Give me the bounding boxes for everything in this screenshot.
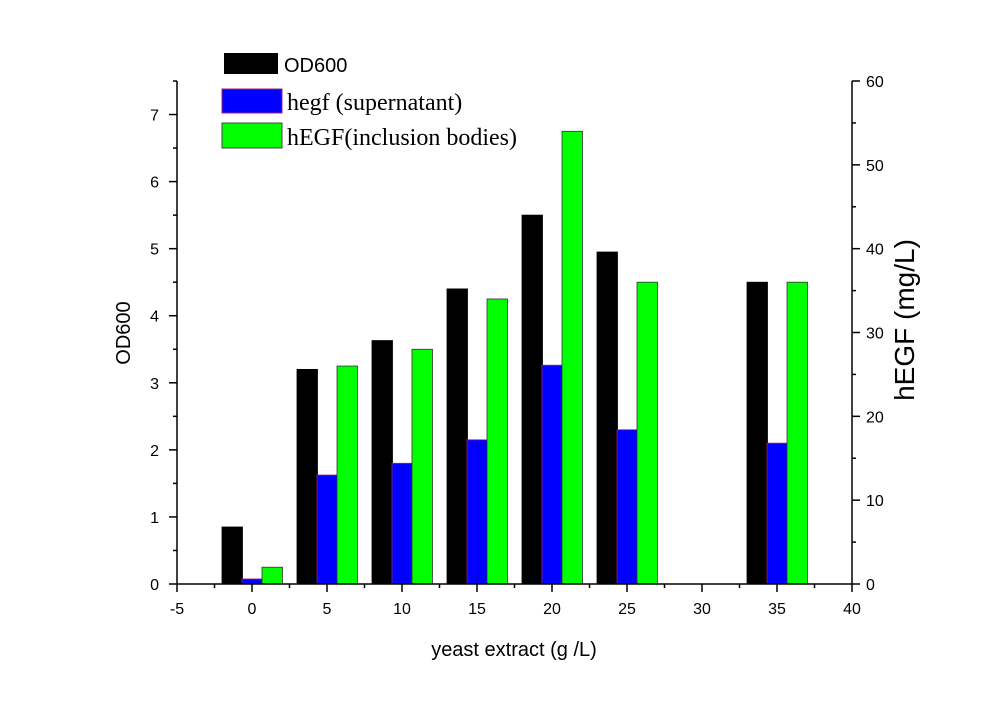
y-left-tick-label: 5 xyxy=(150,242,159,259)
x-tick-label: 35 xyxy=(768,601,786,618)
y-axis-right-label: hEGF (mg/L) xyxy=(889,239,920,401)
bars xyxy=(221,130,808,585)
y-right-tick-label: 0 xyxy=(866,577,875,594)
legend-swatch-od600 xyxy=(224,53,278,74)
bar-hegf-inclusion-bodies--0 xyxy=(261,566,283,585)
bar-hegf-inclusion-bodies--10 xyxy=(411,348,433,585)
y-left-tick-label: 7 xyxy=(150,108,159,125)
bar-od600-0 xyxy=(221,526,243,585)
y-left-tick-label: 6 xyxy=(150,175,159,192)
y-right-tick-label: 60 xyxy=(866,74,884,91)
axes: -5 0 5 10 15 20 25 30 35 40 0 1 2 3 4 5 6 7 0 10 20 30 40 50 60 xyxy=(150,74,884,618)
bar-od600-15 xyxy=(446,288,468,585)
y-right-tick-label: 40 xyxy=(866,242,884,259)
x-axis-label: yeast extract (g /L) xyxy=(431,639,597,661)
x-tick-label: 30 xyxy=(693,601,711,618)
bar-od600-20 xyxy=(521,214,543,585)
x-tick-label: 15 xyxy=(468,601,486,618)
y-left-tick-label: 2 xyxy=(150,443,159,460)
y-right-tick-label: 30 xyxy=(866,326,884,343)
legend: OD600 hegf (supernatant) hEGF(inclusion … xyxy=(221,53,517,151)
bar-hegf-inclusion-bodies--25 xyxy=(636,281,658,585)
x-tick-label: 40 xyxy=(843,601,861,618)
legend-label-od600: OD600 xyxy=(284,55,347,77)
bar-hegf-inclusion-bodies--35 xyxy=(786,281,808,585)
x-tick-label: 10 xyxy=(393,601,411,618)
bar-od600-10 xyxy=(371,340,393,585)
bar-hegf-supernatant--0 xyxy=(241,578,263,585)
bar-od600-35 xyxy=(746,281,768,585)
legend-swatch-inclusion-bodies xyxy=(221,122,283,149)
x-tick-label: 25 xyxy=(618,601,636,618)
y-left-tick-label: 1 xyxy=(150,510,159,527)
x-tick-label: 20 xyxy=(543,601,561,618)
legend-label-supernatant: hegf (supernatant) xyxy=(287,90,462,116)
legend-swatch-supernatant xyxy=(221,88,283,114)
bar-hegf-inclusion-bodies--20 xyxy=(561,130,583,585)
bar-od600-25 xyxy=(596,251,618,585)
bar-hegf-inclusion-bodies--5 xyxy=(336,365,358,585)
y-left-tick-label: 3 xyxy=(150,376,159,393)
x-tick-label: 5 xyxy=(323,601,332,618)
bar-hegf-supernatant--15 xyxy=(466,439,488,585)
x-tick-label: -5 xyxy=(170,601,184,618)
bar-hegf-supernatant--5 xyxy=(316,474,338,585)
y-right-tick-label: 20 xyxy=(866,409,884,426)
bar-hegf-inclusion-bodies--15 xyxy=(486,298,508,585)
bar-hegf-supernatant--35 xyxy=(766,442,788,585)
bar-hegf-supernatant--10 xyxy=(391,462,413,585)
bar-hegf-supernatant--25 xyxy=(616,429,638,585)
bar-hegf-supernatant--20 xyxy=(541,364,563,585)
y-right-tick-label: 10 xyxy=(866,493,884,510)
x-tick-label: 0 xyxy=(248,601,257,618)
y-left-tick-label: 4 xyxy=(150,309,159,326)
legend-label-inclusion-bodies: hEGF(inclusion bodies) xyxy=(287,125,517,151)
y-left-tick-label: 0 xyxy=(150,577,159,594)
bar-od600-5 xyxy=(296,368,318,585)
y-right-tick-label: 50 xyxy=(866,158,884,175)
y-axis-left-label: OD600 xyxy=(113,301,135,364)
